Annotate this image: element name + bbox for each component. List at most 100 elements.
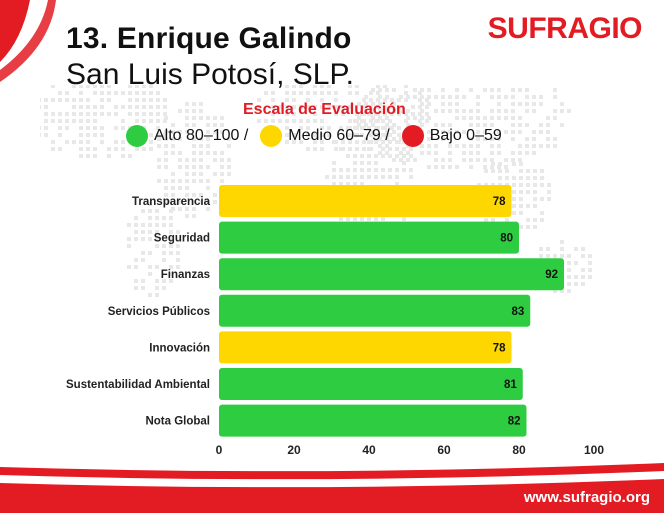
map-dot bbox=[313, 105, 317, 109]
map-dot bbox=[127, 237, 131, 241]
map-dot bbox=[418, 91, 422, 95]
map-dot bbox=[511, 102, 515, 106]
map-dot bbox=[65, 119, 69, 123]
map-dot bbox=[378, 151, 382, 155]
map-dot bbox=[381, 175, 385, 179]
map-dot bbox=[192, 172, 196, 176]
map-dot bbox=[199, 102, 203, 106]
map-dot bbox=[332, 182, 336, 186]
map-dot bbox=[581, 254, 585, 258]
map-dot bbox=[420, 88, 424, 92]
map-dot bbox=[381, 133, 385, 137]
map-dot bbox=[163, 133, 167, 137]
map-dot bbox=[93, 133, 97, 137]
map-dot bbox=[149, 105, 153, 109]
map-dot bbox=[525, 88, 529, 92]
map-dot bbox=[505, 169, 509, 173]
map-dot bbox=[299, 91, 303, 95]
map-dot bbox=[469, 123, 473, 127]
map-dot bbox=[185, 109, 189, 113]
page-subtitle: San Luis Potosí, SLP. bbox=[66, 58, 354, 91]
map-dot bbox=[364, 95, 368, 99]
map-dot bbox=[299, 119, 303, 123]
map-dot bbox=[526, 204, 530, 208]
map-dot bbox=[257, 119, 261, 123]
map-dot bbox=[455, 165, 459, 169]
map-dot bbox=[264, 119, 268, 123]
data-label: 78 bbox=[493, 342, 506, 354]
map-dot bbox=[306, 98, 310, 102]
map-dot bbox=[178, 158, 182, 162]
map-dot bbox=[313, 112, 317, 116]
map-dot bbox=[533, 169, 537, 173]
map-dot bbox=[385, 130, 389, 134]
map-dot bbox=[476, 116, 480, 120]
map-dot bbox=[142, 98, 146, 102]
map-dot bbox=[511, 88, 515, 92]
map-dot bbox=[79, 119, 83, 123]
map-dot bbox=[526, 176, 530, 180]
map-dot bbox=[490, 165, 494, 169]
map-dot bbox=[346, 217, 350, 221]
map-dot bbox=[164, 137, 168, 141]
map-dot bbox=[86, 119, 90, 123]
map-dot bbox=[79, 126, 83, 130]
map-dot bbox=[192, 165, 196, 169]
map-dot bbox=[93, 91, 97, 95]
map-dot bbox=[362, 98, 366, 102]
map-dot bbox=[114, 105, 118, 109]
map-dot bbox=[588, 261, 592, 265]
map-dot bbox=[518, 144, 522, 148]
category-label: Seguridad bbox=[154, 233, 210, 245]
map-dot bbox=[409, 154, 413, 158]
map-dot bbox=[546, 247, 550, 251]
map-dot bbox=[313, 147, 317, 151]
map-dot bbox=[220, 116, 224, 120]
map-dot bbox=[420, 144, 424, 148]
map-dot bbox=[171, 130, 175, 134]
map-dot bbox=[341, 105, 345, 109]
map-dot bbox=[364, 137, 368, 141]
map-dot bbox=[381, 119, 385, 123]
map-dot bbox=[367, 217, 371, 221]
map-dot bbox=[199, 200, 203, 204]
map-dot bbox=[271, 98, 275, 102]
map-dot bbox=[141, 258, 145, 262]
map-dot bbox=[469, 137, 473, 141]
map-dot bbox=[348, 91, 352, 95]
map-dot bbox=[567, 275, 571, 279]
map-dot bbox=[306, 147, 310, 151]
map-dot bbox=[142, 91, 146, 95]
map-dot bbox=[51, 112, 55, 116]
map-dot bbox=[220, 158, 224, 162]
footer-wave bbox=[0, 463, 664, 513]
map-dot bbox=[383, 105, 387, 109]
map-dot bbox=[341, 112, 345, 116]
map-dot bbox=[169, 223, 173, 227]
map-dot bbox=[418, 105, 422, 109]
map-dot bbox=[413, 116, 417, 120]
map-dot bbox=[567, 289, 571, 293]
map-dot bbox=[148, 265, 152, 269]
map-dot bbox=[348, 105, 352, 109]
map-dot bbox=[504, 95, 508, 99]
map-dot bbox=[285, 105, 289, 109]
map-dot bbox=[539, 95, 543, 99]
map-dot bbox=[402, 147, 406, 151]
map-dot bbox=[149, 112, 153, 116]
map-dot bbox=[385, 116, 389, 120]
map-dot bbox=[518, 130, 522, 134]
map-dot bbox=[519, 190, 523, 194]
map-dot bbox=[360, 182, 364, 186]
map-dot bbox=[156, 91, 160, 95]
map-dot bbox=[327, 85, 331, 88]
map-dot bbox=[369, 91, 373, 95]
map-dot bbox=[353, 168, 357, 172]
map-dot bbox=[65, 140, 69, 144]
map-dot bbox=[533, 183, 537, 187]
map-dot bbox=[476, 144, 480, 148]
map-dot bbox=[325, 175, 329, 179]
map-dot bbox=[299, 126, 303, 130]
map-dot bbox=[320, 126, 324, 130]
map-dot bbox=[128, 91, 132, 95]
